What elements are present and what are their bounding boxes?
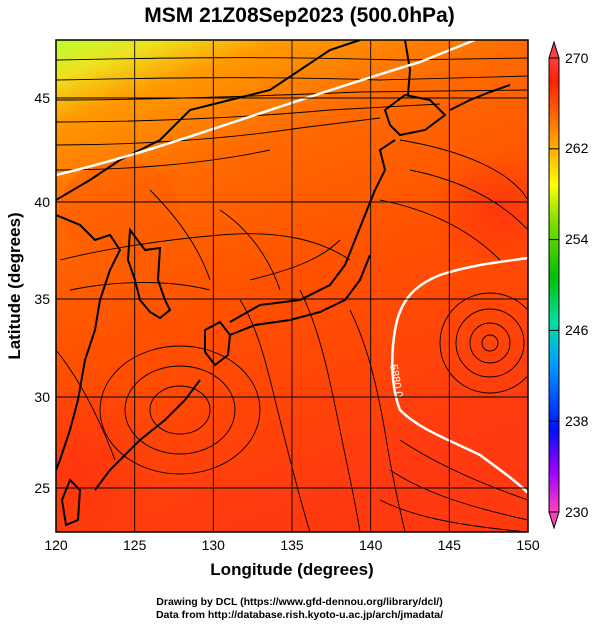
y-tick-40: 40 (34, 194, 50, 210)
credit-data-source: Data from http://database.rish.kyoto-u.a… (155, 609, 444, 621)
colorbar-top-arrow (548, 40, 560, 59)
y-tick-45: 45 (34, 90, 50, 106)
colorbar-scale (548, 57, 560, 513)
colorbar-tick-246: 246 (565, 322, 589, 338)
coastline-hokkaido (383, 93, 447, 137)
x-tick-140: 140 (359, 537, 383, 553)
y-tick-30: 30 (34, 389, 50, 405)
x-tick-125: 125 (123, 537, 147, 553)
colorbar-tick-270: 270 (565, 50, 589, 66)
coastline-kurils (449, 84, 511, 111)
colorbar-ticks (549, 148, 559, 422)
x-tick-150: 150 (516, 537, 540, 553)
colorbar-tick-254: 254 (565, 231, 589, 247)
x-axis-title: Longitude (degrees) (210, 560, 373, 579)
x-tick-130: 130 (202, 537, 226, 553)
y-axis-title: Latitude (degrees) (5, 212, 24, 359)
coastline-china-coast (56, 214, 122, 471)
coastline-honshu (229, 139, 396, 323)
lat-lon-grid (56, 40, 528, 532)
coastline-russia (56, 40, 361, 201)
coastline-kyushu (204, 320, 232, 367)
coastlines (56, 40, 511, 527)
chart-title: MSM 21Z08Sep2023 (500.0hPa) (144, 4, 455, 27)
y-tick-labels: 25 30 35 40 45 (34, 90, 50, 496)
plot-frame (55, 39, 529, 533)
coastline-korea (126, 227, 172, 320)
x-tick-120: 120 (44, 537, 68, 553)
colorbar-bottom-arrow (548, 511, 560, 530)
x-tick-135: 135 (280, 537, 304, 553)
streamlines (56, 57, 528, 532)
colorbar-tick-238: 238 (565, 413, 589, 429)
colorbar: 230 238 246 254 262 270 (548, 40, 589, 530)
y-tick-25: 25 (34, 480, 50, 496)
contour-5880 (56, 40, 528, 494)
temperature-field (56, 40, 528, 532)
colorbar-tick-262: 262 (565, 140, 589, 156)
colorbar-tick-230: 230 (565, 504, 589, 520)
coastline-sakhalin (404, 40, 412, 96)
x-tick-labels: 120 125 130 135 140 145 150 (44, 537, 540, 553)
coastline-honshu-south (229, 254, 371, 336)
credit-drawing: Drawing by DCL (https://www.gfd-dennou.o… (156, 596, 443, 608)
x-tick-145: 145 (438, 537, 462, 553)
y-tick-35: 35 (34, 291, 50, 307)
contour-label: 5880.0 (387, 363, 405, 398)
